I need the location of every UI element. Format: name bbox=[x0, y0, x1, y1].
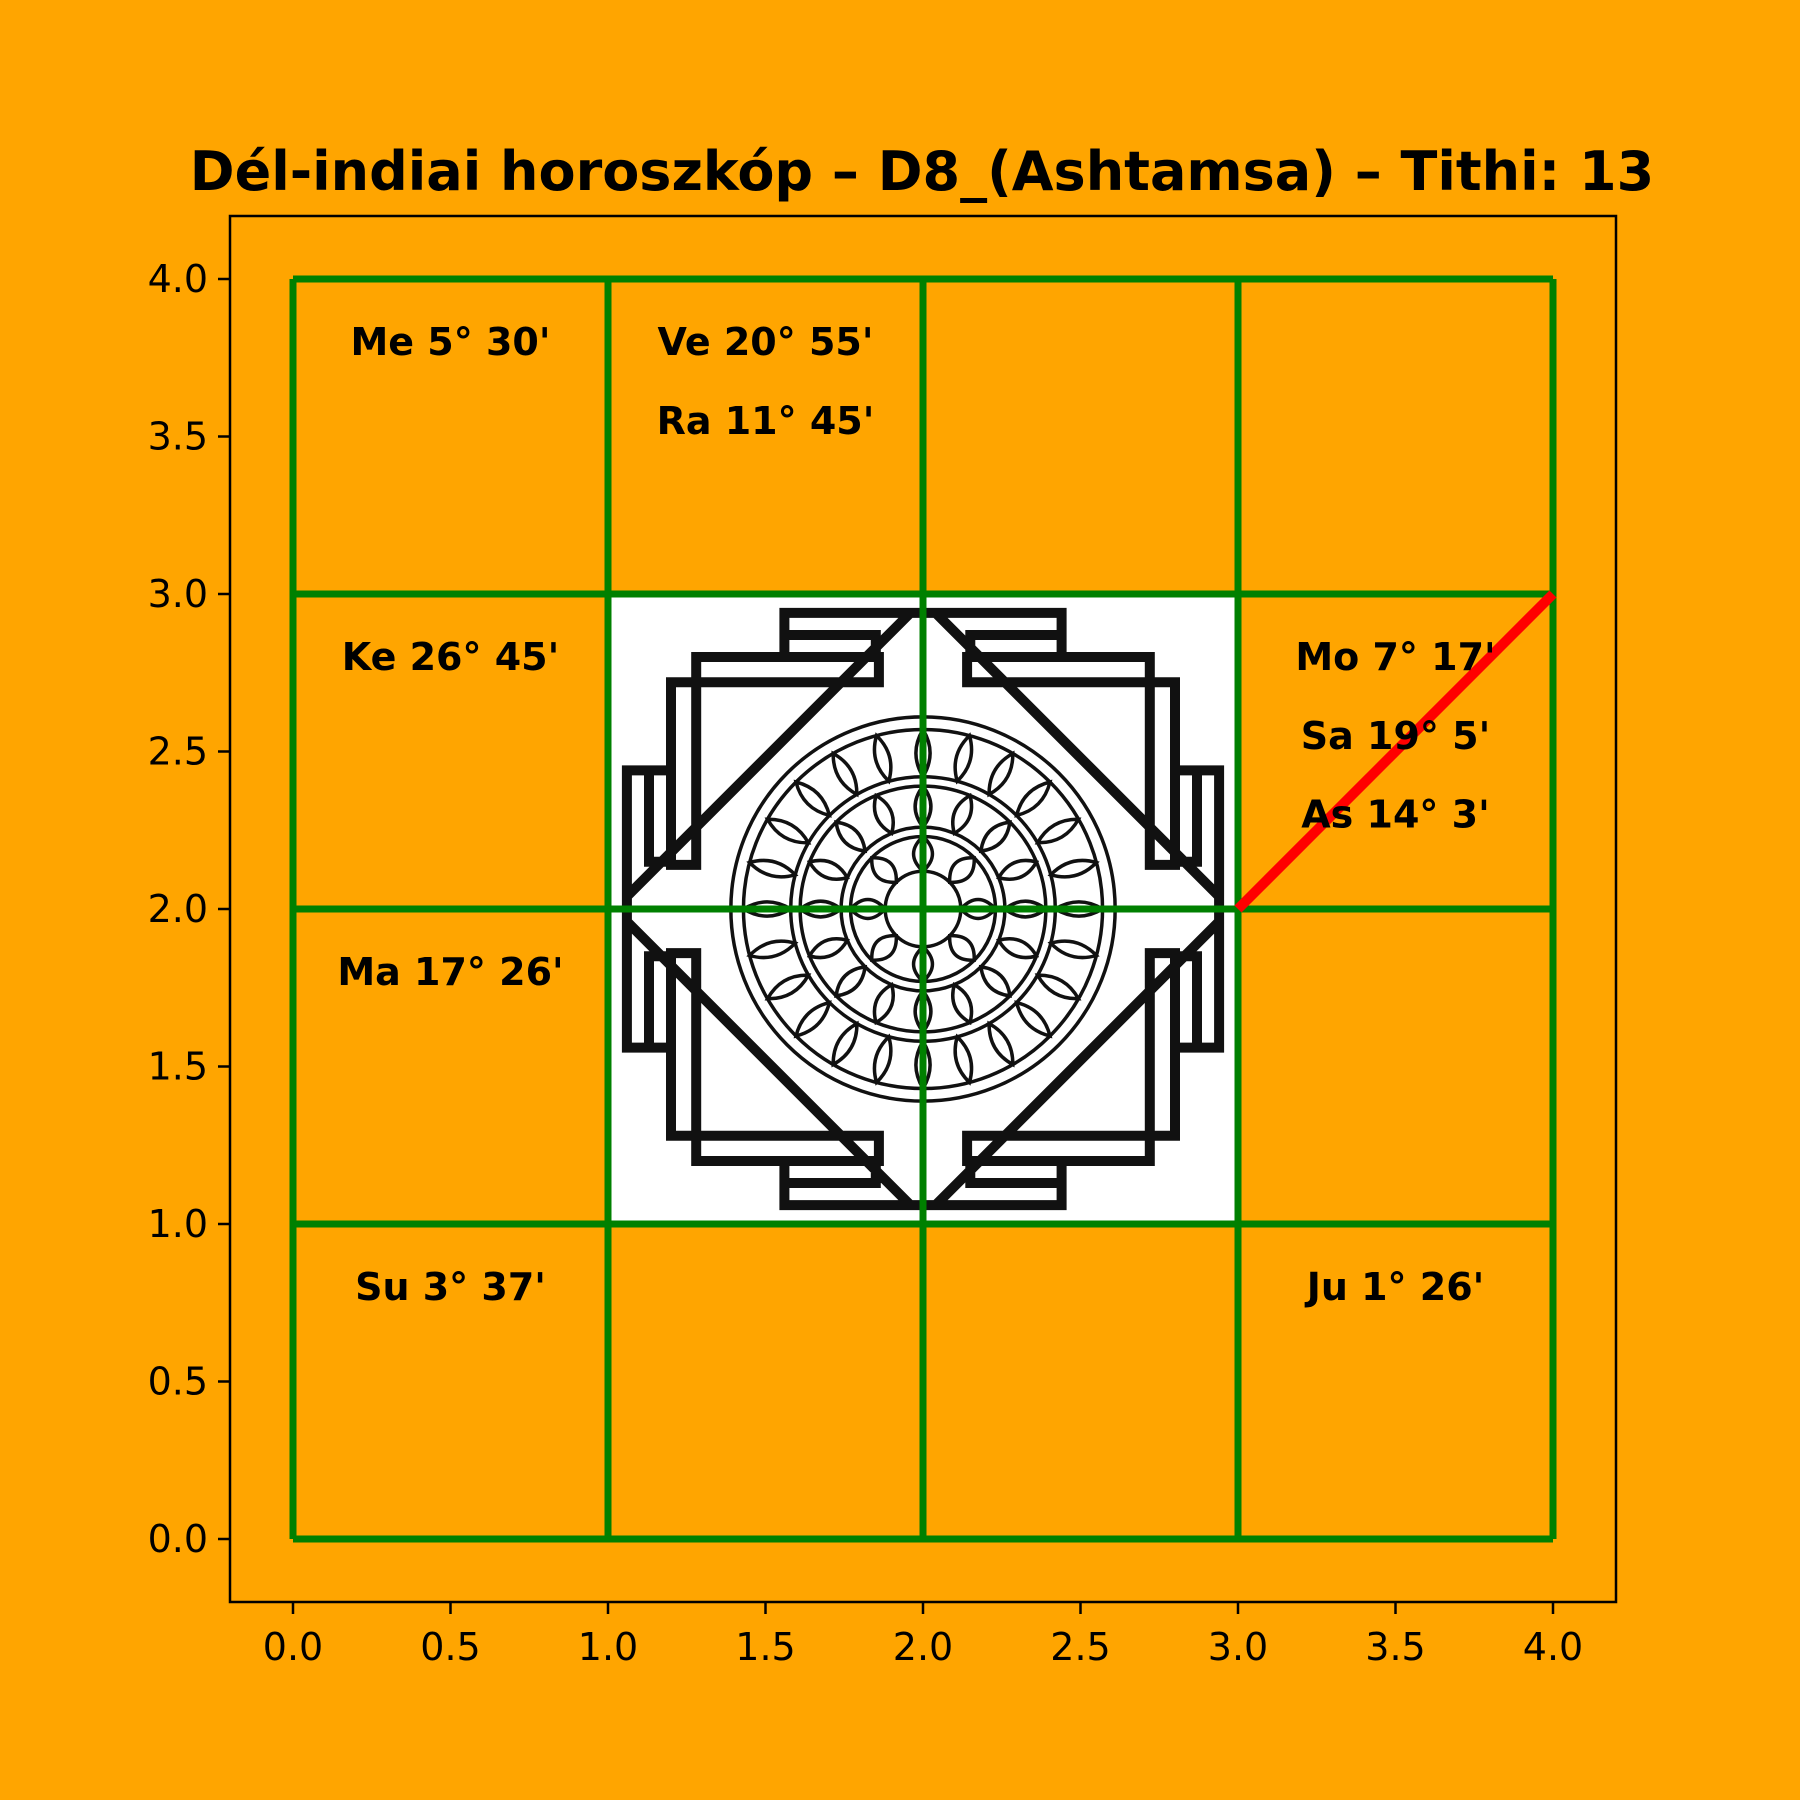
yantra-petal bbox=[870, 856, 899, 885]
planet-label: Me 5° 30' bbox=[350, 320, 550, 364]
yantra-petal bbox=[953, 1033, 974, 1086]
yantra-petal bbox=[870, 933, 899, 962]
yantra-petal bbox=[872, 982, 895, 1026]
y-tick-label: 1.5 bbox=[148, 1045, 208, 1089]
chart-grid bbox=[289, 275, 1557, 1543]
x-tick-label: 0.0 bbox=[263, 1625, 323, 1669]
y-axis: 0.0 0.5 1.0 1.5 2.0 2.5 3.0 3.5 4.0 bbox=[148, 257, 230, 1561]
x-tick-label: 2.5 bbox=[1050, 1625, 1110, 1669]
yantra-petal bbox=[834, 820, 868, 854]
yantra-bhupura bbox=[621, 607, 1225, 1211]
yantra-petal bbox=[793, 779, 832, 818]
yantra-petal bbox=[987, 1020, 1015, 1068]
planet-label: Ke 26° 45' bbox=[342, 635, 559, 679]
y-tick-label: 3.0 bbox=[148, 572, 208, 616]
yantra-petal bbox=[764, 973, 812, 1001]
x-tick-label: 1.5 bbox=[735, 1625, 795, 1669]
yantra-petal bbox=[834, 964, 868, 998]
yantra-petal bbox=[987, 750, 1015, 798]
yantra-petal bbox=[996, 858, 1040, 881]
y-tick-label: 1.0 bbox=[148, 1202, 208, 1246]
x-tick-label: 3.0 bbox=[1208, 1625, 1268, 1669]
x-tick-label: 0.5 bbox=[420, 1625, 480, 1669]
yantra-petal bbox=[1034, 817, 1082, 845]
yantra-petal bbox=[978, 964, 1012, 998]
planet-label: Ju 1° 26' bbox=[1304, 1265, 1485, 1309]
yantra-petal bbox=[996, 937, 1040, 960]
y-tick-label: 3.5 bbox=[148, 415, 208, 459]
ascendant-line bbox=[1234, 590, 1557, 913]
yantra-petal bbox=[1034, 973, 1082, 1001]
yantra-petal bbox=[806, 858, 850, 881]
planet-label: Su 3° 37' bbox=[355, 1265, 546, 1309]
ascendant-marker bbox=[1234, 590, 1557, 913]
yantra-petal bbox=[764, 817, 812, 845]
yantra-petal bbox=[746, 858, 799, 879]
yantra-petal bbox=[872, 792, 895, 836]
yantra-petal bbox=[947, 856, 976, 885]
planet-labels: Me 5° 30' Ve 20° 55' Ra 11° 45' Ke 26° 45' M… bbox=[337, 320, 1495, 1309]
yantra-petal bbox=[806, 937, 850, 960]
yantra-petal bbox=[1014, 779, 1053, 818]
planet-label: Ve 20° 55' bbox=[658, 320, 874, 364]
yantra-petal bbox=[831, 1020, 859, 1068]
yantra-petal bbox=[951, 982, 974, 1026]
yantra-petal bbox=[947, 933, 976, 962]
y-tick-label: 2.0 bbox=[148, 887, 208, 931]
yantra-petal bbox=[746, 939, 799, 960]
y-tick-label: 2.5 bbox=[148, 730, 208, 774]
yantra-petal bbox=[872, 1033, 893, 1086]
x-axis: 0.0 0.5 1.0 1.5 2.0 2.5 3.0 3.5 4.0 bbox=[263, 1602, 1583, 1669]
yantra-petal bbox=[1047, 939, 1100, 960]
x-tick-label: 1.0 bbox=[578, 1625, 638, 1669]
chart-title: Dél-indiai horoszkóp – D8_(Ashtamsa) – T… bbox=[190, 140, 1654, 203]
y-tick-label: 4.0 bbox=[148, 257, 208, 301]
yantra-petal bbox=[793, 1000, 832, 1039]
y-tick-label: 0.5 bbox=[148, 1360, 208, 1404]
yantra-petal bbox=[831, 750, 859, 798]
planet-label: Sa 19° 5' bbox=[1301, 714, 1490, 758]
yantra-petal bbox=[872, 732, 893, 785]
x-tick-label: 4.0 bbox=[1523, 1625, 1583, 1669]
planet-label: Ra 11° 45' bbox=[657, 399, 875, 443]
yantra-petal bbox=[953, 732, 974, 785]
planet-label: Mo 7° 17' bbox=[1295, 635, 1495, 679]
yantra-petal bbox=[951, 792, 974, 836]
yantra-petal bbox=[1047, 858, 1100, 879]
yantra-petal bbox=[1014, 1000, 1053, 1039]
planet-label: Ma 17° 26' bbox=[337, 950, 563, 994]
x-tick-label: 2.0 bbox=[893, 1625, 953, 1669]
x-tick-label: 3.5 bbox=[1365, 1625, 1425, 1669]
y-tick-label: 0.0 bbox=[148, 1517, 208, 1561]
planet-label: As 14° 3' bbox=[1301, 793, 1489, 837]
yantra-petal bbox=[978, 820, 1012, 854]
